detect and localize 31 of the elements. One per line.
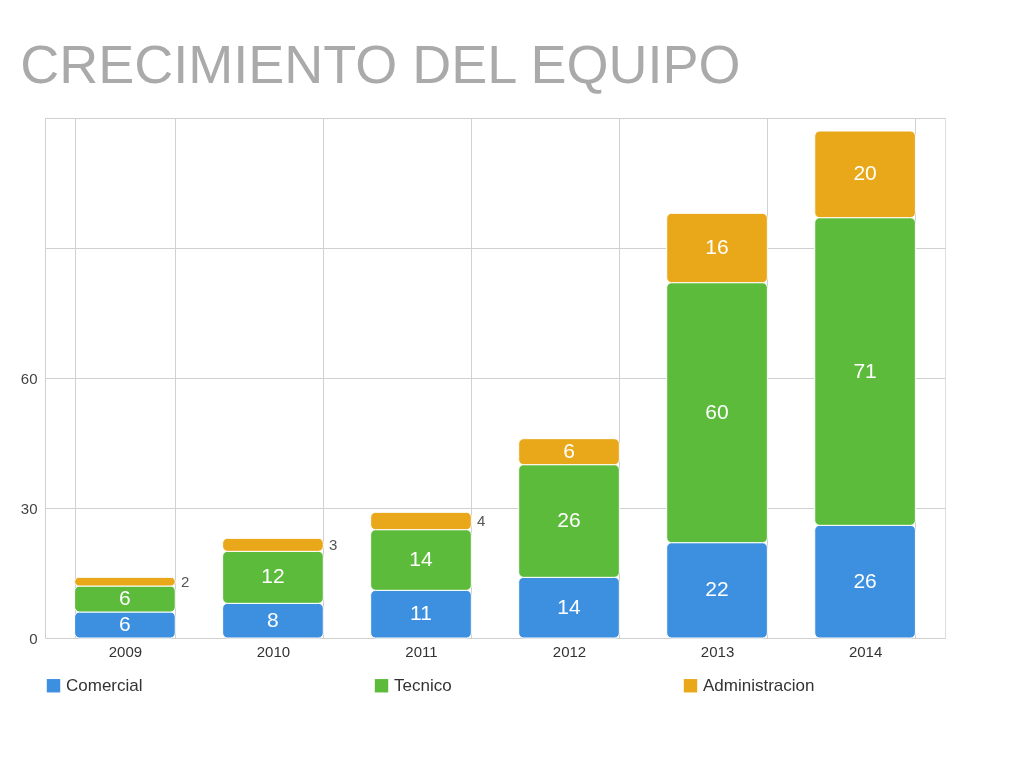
data-label: 71 <box>853 358 877 382</box>
data-label: 16 <box>705 235 729 258</box>
y-tick-label: 60 <box>20 369 38 387</box>
data-label: 6 <box>119 586 131 609</box>
data-label: 20 <box>853 161 877 185</box>
data-label: 6 <box>119 612 131 635</box>
x-tick-label: 2011 <box>405 642 438 660</box>
x-tick-label: 2009 <box>108 642 143 660</box>
data-label: 2 <box>180 572 190 590</box>
x-tick-label: 2010 <box>256 642 291 660</box>
data-label: 8 <box>267 607 279 631</box>
data-label: 14 <box>557 594 582 618</box>
chart-title: CRECIMIENTO DEL EQUIPO <box>20 34 741 94</box>
data-label: 11 <box>410 601 432 625</box>
data-label: 14 <box>409 547 433 570</box>
data-label: 4 <box>476 512 486 529</box>
y-tick-label: 0 <box>29 629 38 647</box>
data-label: 26 <box>557 508 581 531</box>
x-tick-label: 2012 <box>552 642 587 660</box>
data-label: 22 <box>705 577 729 601</box>
legend-label: Administracion <box>703 675 815 695</box>
legend-label: Comercial <box>66 675 143 695</box>
data-label: 12 <box>261 564 285 588</box>
data-label: 26 <box>853 568 877 592</box>
data-label: 60 <box>705 399 729 423</box>
y-tick-label: 30 <box>20 499 38 517</box>
x-tick-label: 2014 <box>848 642 883 660</box>
legend-label: Tecnico <box>394 675 452 695</box>
data-label: 6 <box>563 438 575 462</box>
x-tick-label: 2013 <box>700 642 735 660</box>
data-label: 3 <box>328 535 338 553</box>
